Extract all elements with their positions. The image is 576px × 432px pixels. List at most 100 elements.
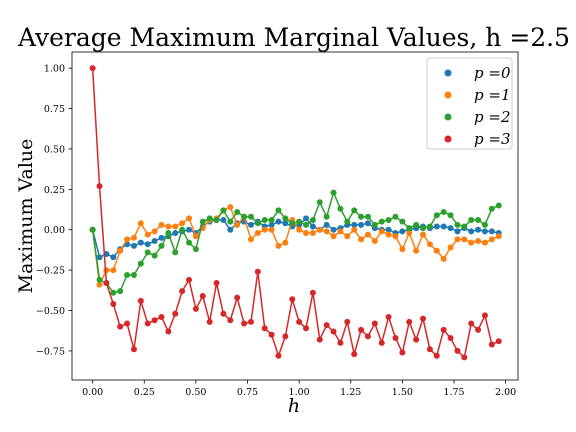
data-point: [495, 338, 502, 345]
data-point: [254, 229, 261, 236]
x-tick-label: 0.25: [134, 387, 155, 398]
data-point: [371, 221, 378, 228]
data-point: [268, 217, 275, 224]
data-point: [433, 247, 440, 254]
data-point: [344, 218, 351, 225]
data-point: [117, 323, 124, 330]
data-point: [137, 239, 144, 246]
plot-frame: [71, 51, 519, 381]
data-point: [130, 234, 137, 241]
data-point: [137, 297, 144, 304]
data-point: [117, 247, 124, 254]
data-point: [144, 320, 151, 327]
data-point: [261, 226, 268, 233]
data-point: [110, 301, 117, 308]
data-point: [385, 231, 392, 238]
data-point: [364, 220, 371, 227]
data-point: [440, 208, 447, 215]
data-point: [186, 276, 193, 283]
data-point: [337, 205, 344, 212]
data-point: [337, 228, 344, 235]
data-point: [247, 318, 254, 325]
data-point: [413, 247, 420, 254]
data-point: [96, 254, 103, 261]
series-layer: [89, 65, 502, 361]
data-point: [475, 226, 482, 233]
data-point: [241, 320, 248, 327]
data-point: [227, 317, 234, 324]
data-point: [378, 228, 385, 235]
data-point: [495, 233, 502, 240]
x-tick-label: 0.75: [237, 387, 258, 398]
data-point: [96, 281, 103, 288]
data-point: [358, 213, 365, 220]
data-point: [447, 334, 454, 341]
data-point: [151, 252, 158, 259]
data-point: [192, 233, 199, 240]
data-point: [447, 244, 454, 251]
data-point: [103, 280, 110, 287]
data-point: [124, 271, 131, 278]
data-point: [220, 207, 227, 214]
data-point: [296, 226, 303, 233]
x-axis-label: h: [288, 395, 300, 417]
data-point: [179, 288, 186, 295]
data-point: [447, 212, 454, 219]
data-point: [468, 239, 475, 246]
data-point: [337, 339, 344, 346]
data-point: [392, 233, 399, 240]
data-point: [254, 268, 261, 275]
data-point: [323, 221, 330, 228]
data-point: [440, 223, 447, 230]
y-tick-label: −0.50: [36, 306, 65, 317]
data-point: [454, 228, 461, 235]
data-point: [475, 217, 482, 224]
legend-label: p =2: [474, 108, 510, 126]
data-point: [433, 223, 440, 230]
data-point: [172, 249, 179, 256]
data-point: [158, 234, 165, 241]
data-point: [468, 217, 475, 224]
data-point: [447, 225, 454, 232]
data-point: [378, 339, 385, 346]
data-point: [399, 349, 406, 356]
data-point: [296, 218, 303, 225]
data-point: [289, 220, 296, 227]
data-point: [137, 260, 144, 267]
data-point: [378, 218, 385, 225]
x-tick-label: 1.75: [443, 387, 464, 398]
data-point: [461, 354, 468, 361]
data-point: [96, 276, 103, 283]
data-point: [454, 347, 461, 354]
data-point: [275, 207, 282, 214]
data-point: [364, 231, 371, 238]
series-line: [91, 206, 500, 288]
data-point: [364, 213, 371, 220]
data-point: [234, 294, 241, 301]
data-point: [206, 318, 213, 325]
data-point: [261, 217, 268, 224]
data-point: [461, 223, 468, 230]
data-point: [323, 213, 330, 220]
data-point: [461, 236, 468, 243]
data-point: [364, 333, 371, 340]
data-point: [371, 320, 378, 327]
legend-marker: [444, 69, 452, 77]
data-point: [440, 326, 447, 333]
y-tick-label: 1.00: [44, 64, 65, 75]
data-point: [124, 236, 131, 243]
data-point: [130, 271, 137, 278]
x-tick-label: 1.00: [289, 387, 310, 398]
data-point: [323, 322, 330, 329]
data-point: [289, 296, 296, 303]
data-point: [413, 336, 420, 343]
data-point: [268, 226, 275, 233]
data-point: [282, 239, 289, 246]
x-tick-label: 1.50: [392, 387, 413, 398]
data-point: [158, 313, 165, 320]
data-point: [282, 333, 289, 340]
data-point: [89, 65, 96, 72]
data-point: [130, 346, 137, 353]
data-point: [468, 228, 475, 235]
data-point: [454, 221, 461, 228]
